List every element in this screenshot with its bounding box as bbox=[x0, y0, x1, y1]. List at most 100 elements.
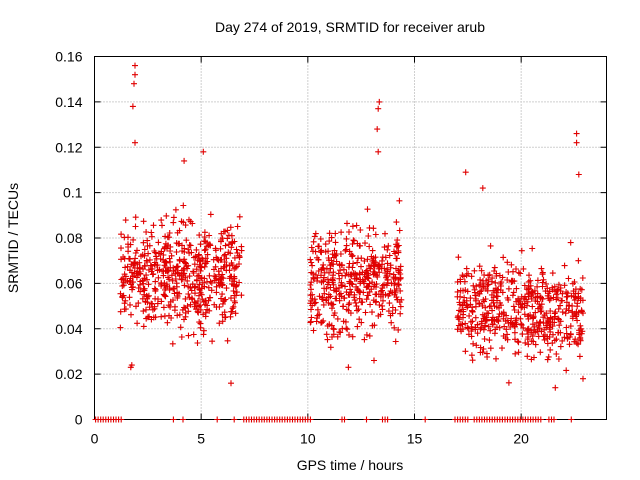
data-point bbox=[117, 324, 124, 331]
data-point bbox=[469, 357, 476, 364]
data-point bbox=[395, 326, 402, 333]
data-point bbox=[149, 265, 156, 272]
data-point bbox=[149, 271, 156, 278]
data-point bbox=[200, 331, 207, 338]
data-point bbox=[371, 268, 378, 275]
data-point bbox=[159, 222, 165, 229]
data-point bbox=[469, 308, 476, 315]
data-point bbox=[128, 269, 135, 276]
data-point bbox=[490, 299, 497, 306]
data-point bbox=[371, 357, 377, 364]
data-point bbox=[231, 265, 238, 272]
data-point bbox=[140, 308, 147, 315]
data-point bbox=[222, 242, 229, 249]
data-point bbox=[307, 318, 314, 325]
data-point bbox=[499, 289, 506, 296]
data-point bbox=[523, 296, 530, 303]
data-point bbox=[471, 286, 478, 293]
data-point bbox=[148, 233, 155, 240]
data-point bbox=[231, 238, 238, 245]
data-point bbox=[197, 241, 204, 248]
data-point bbox=[218, 237, 224, 243]
data-point bbox=[329, 334, 335, 340]
data-point bbox=[127, 301, 133, 308]
data-point bbox=[511, 329, 518, 336]
data-point bbox=[308, 286, 314, 293]
data-point bbox=[566, 341, 573, 348]
data-point bbox=[563, 330, 570, 337]
data-point bbox=[331, 312, 337, 319]
data-point bbox=[513, 315, 520, 322]
data-point bbox=[354, 323, 361, 330]
data-point bbox=[204, 251, 211, 258]
data-point bbox=[379, 306, 386, 313]
data-point bbox=[145, 292, 152, 299]
data-point bbox=[148, 262, 155, 269]
data-point bbox=[492, 326, 499, 333]
data-point bbox=[140, 323, 147, 330]
data-point bbox=[491, 268, 498, 274]
data-point bbox=[330, 272, 336, 279]
data-point bbox=[561, 262, 568, 269]
data-point bbox=[498, 310, 505, 317]
data-point bbox=[315, 256, 322, 263]
data-point bbox=[326, 257, 332, 264]
data-point bbox=[213, 283, 220, 290]
y-tick-label: 0 bbox=[75, 412, 83, 428]
data-point bbox=[457, 293, 464, 300]
data-point bbox=[480, 346, 487, 352]
data-point bbox=[456, 316, 463, 323]
data-point bbox=[220, 298, 227, 305]
data-point bbox=[546, 334, 553, 340]
data-point bbox=[150, 314, 157, 321]
data-point bbox=[133, 274, 140, 281]
data-point bbox=[554, 294, 561, 301]
y-tick-label: 0.08 bbox=[55, 230, 82, 246]
data-point bbox=[347, 286, 354, 293]
data-point bbox=[567, 323, 574, 330]
data-point bbox=[349, 252, 356, 259]
data-point bbox=[222, 251, 229, 258]
data-point bbox=[322, 241, 329, 248]
data-point bbox=[150, 222, 157, 229]
data-point bbox=[520, 324, 527, 331]
data-point bbox=[181, 282, 188, 289]
data-point bbox=[353, 222, 360, 229]
data-point bbox=[573, 311, 580, 318]
data-point bbox=[192, 290, 198, 297]
data-point bbox=[121, 271, 128, 278]
data-point bbox=[372, 231, 379, 238]
data-point bbox=[346, 260, 353, 267]
data-point bbox=[508, 261, 515, 268]
data-point bbox=[197, 306, 204, 313]
data-point bbox=[228, 295, 234, 302]
data-point bbox=[531, 324, 538, 330]
data-point bbox=[339, 272, 345, 279]
data-point bbox=[185, 246, 192, 253]
data-point bbox=[320, 278, 327, 285]
data-point bbox=[342, 283, 348, 290]
data-point bbox=[483, 277, 490, 284]
data-point bbox=[454, 278, 461, 285]
data-point bbox=[213, 254, 220, 261]
data-point bbox=[534, 283, 541, 290]
data-point bbox=[140, 218, 147, 225]
data-point bbox=[559, 297, 566, 304]
data-point bbox=[141, 291, 148, 298]
data-point bbox=[173, 240, 180, 247]
data-point bbox=[489, 321, 496, 327]
data-point bbox=[486, 271, 493, 278]
data-point bbox=[361, 336, 368, 343]
data-point bbox=[355, 306, 362, 313]
data-point bbox=[155, 274, 162, 281]
data-point bbox=[384, 246, 391, 253]
data-point bbox=[335, 270, 342, 277]
data-point bbox=[493, 303, 500, 310]
data-point bbox=[559, 337, 566, 344]
data-point bbox=[331, 247, 338, 254]
data-point bbox=[462, 287, 469, 294]
data-point bbox=[502, 335, 509, 342]
data-point bbox=[201, 234, 208, 240]
data-point bbox=[188, 249, 195, 256]
data-point bbox=[153, 255, 160, 262]
